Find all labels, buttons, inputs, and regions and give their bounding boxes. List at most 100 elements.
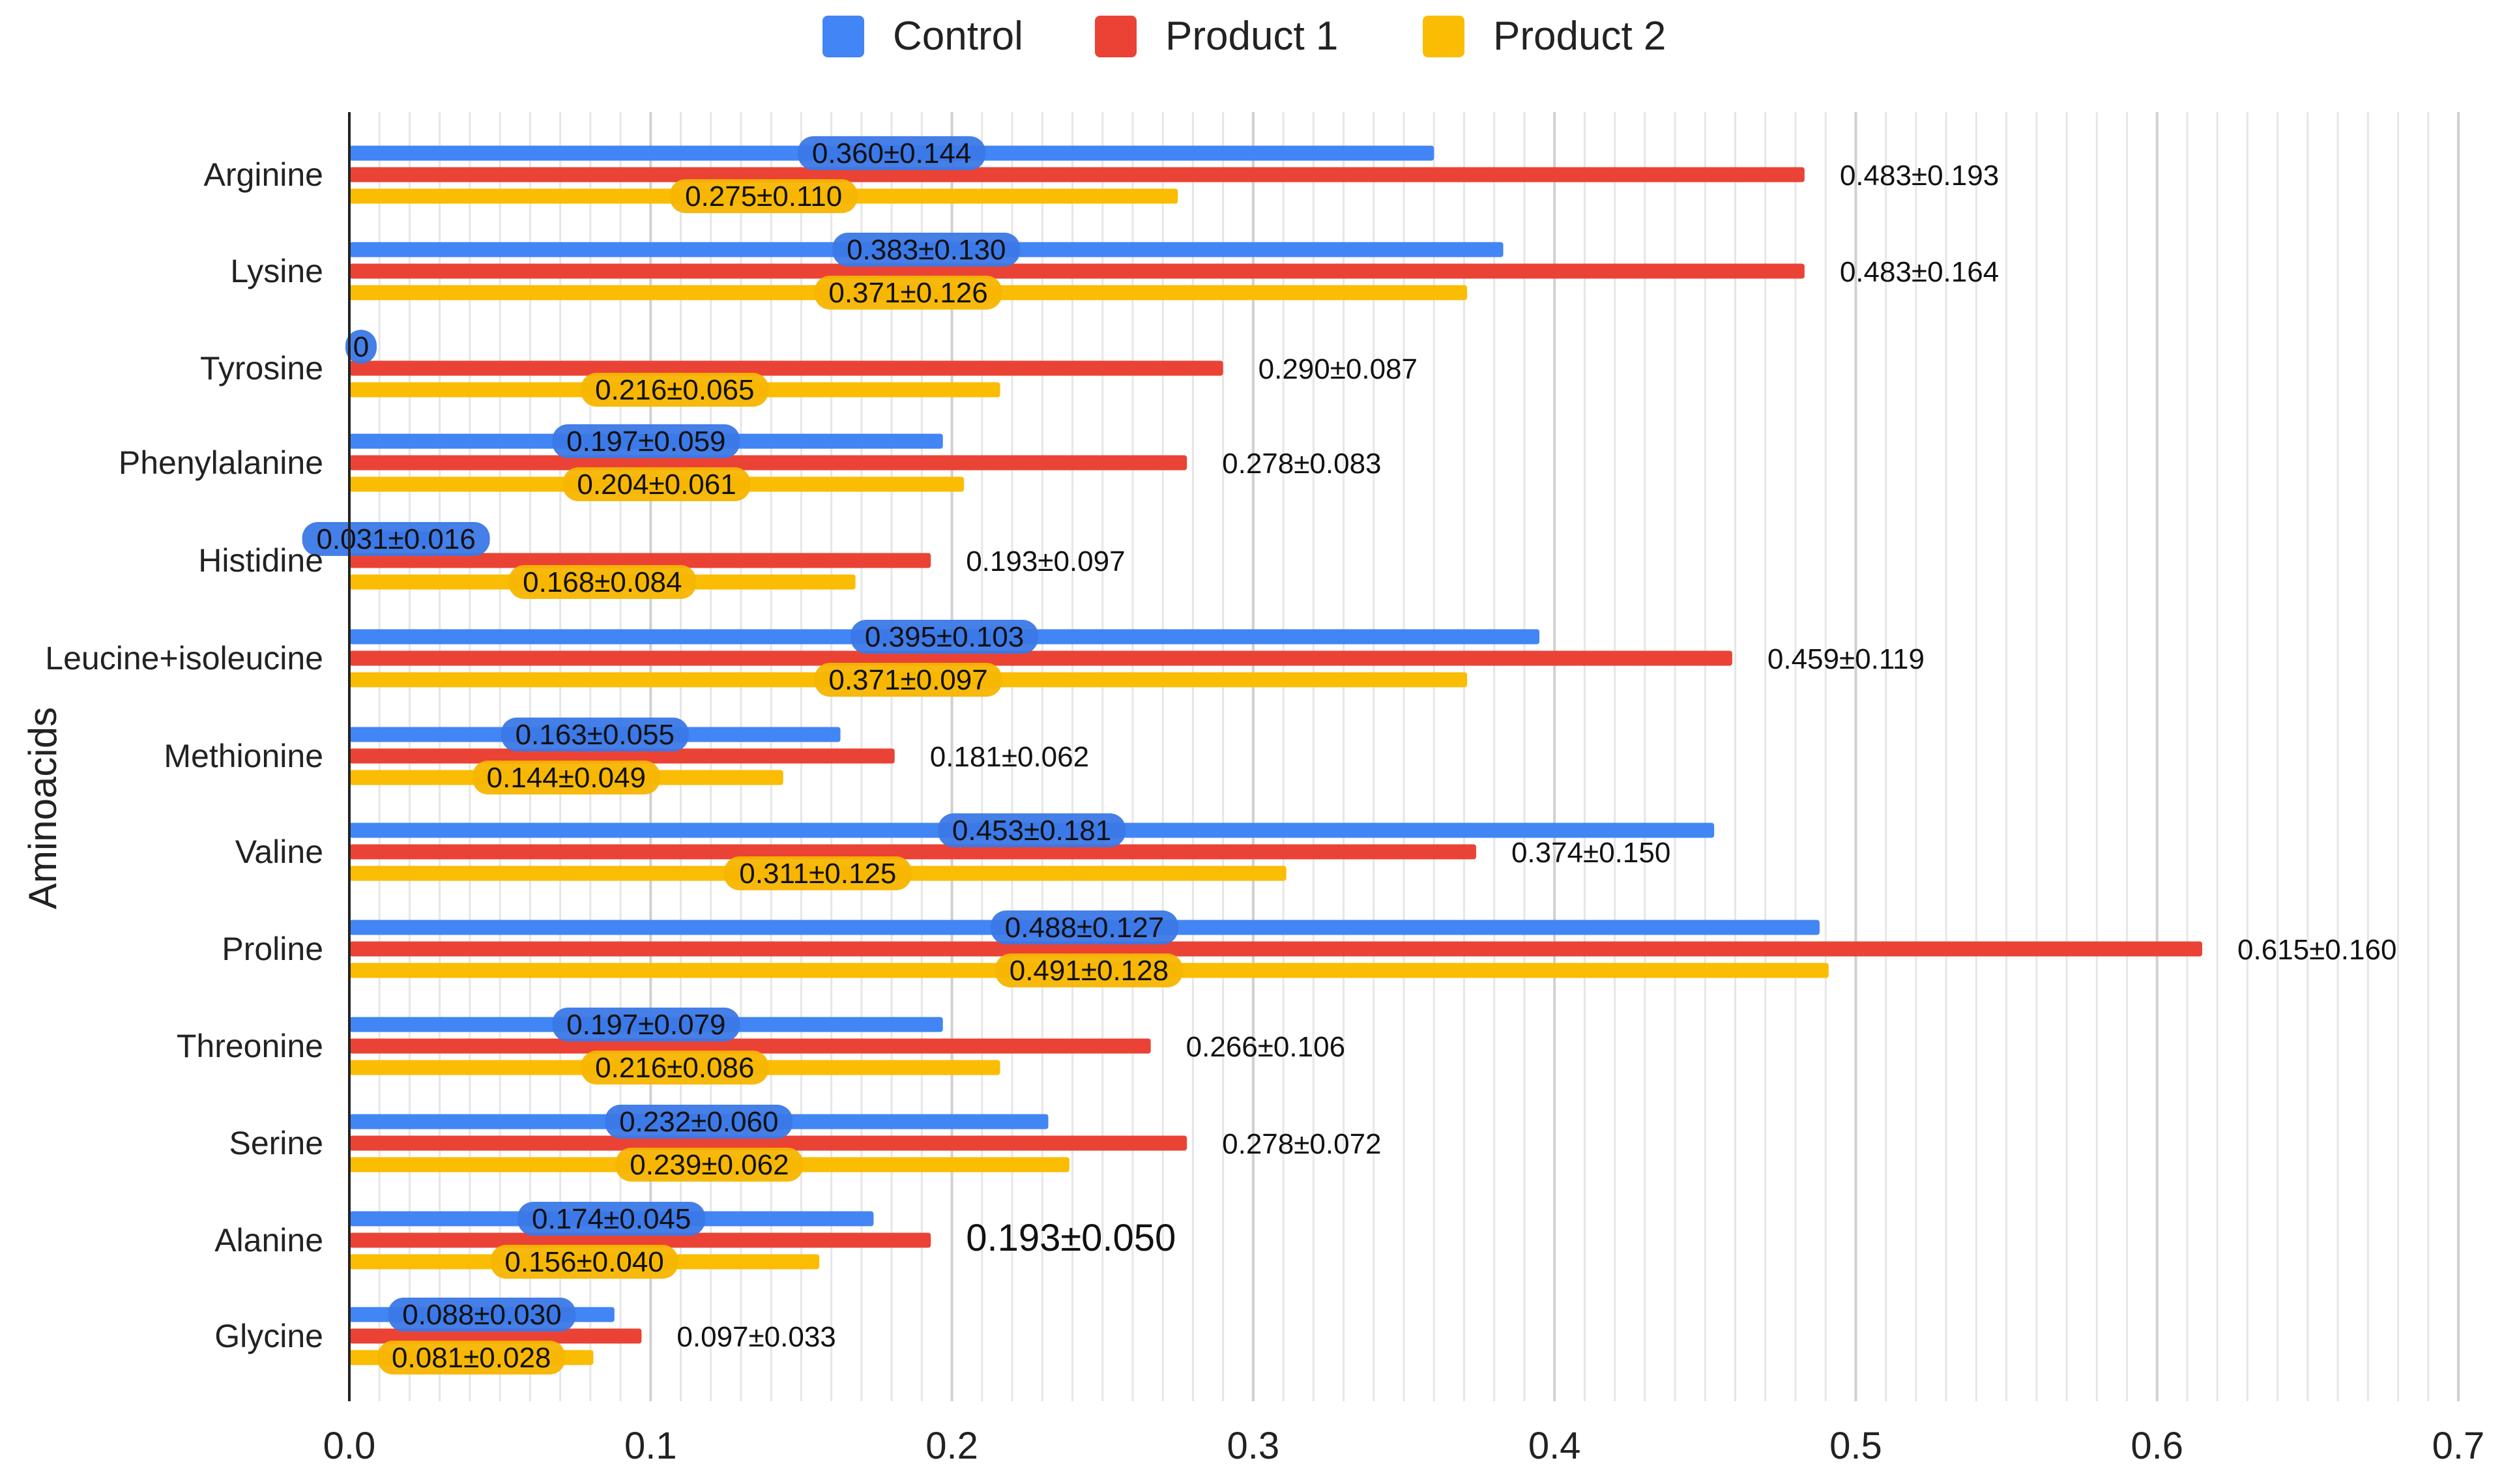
bars-layer <box>349 145 2203 1365</box>
data-label-pill <box>581 373 769 407</box>
data-label-control: 0.395±0.103 <box>865 621 1024 653</box>
data-label-product-2: 0.216±0.086 <box>595 1052 754 1084</box>
data-label-pill <box>517 1202 706 1236</box>
data-label-pill <box>562 467 751 501</box>
data-label-control: 0.088±0.030 <box>402 1299 561 1331</box>
legend-item-product-2[interactable]: Product 2 <box>1423 14 1666 59</box>
x-tick-label: 0.0 <box>323 1425 376 1467</box>
data-label-pill <box>798 136 986 170</box>
x-tick-label: 0.6 <box>2131 1425 2183 1467</box>
data-label-pill <box>814 663 1002 697</box>
bar-product-1-histidine <box>349 553 931 568</box>
data-label-control: 0.488±0.127 <box>1005 912 1164 944</box>
bar-product-1-methionine <box>349 748 895 764</box>
bar-product-1-arginine <box>349 167 1805 182</box>
legend-swatch <box>1095 16 1137 57</box>
data-label-pill <box>377 1341 566 1375</box>
data-label-control: 0.197±0.059 <box>566 426 725 458</box>
x-tick-label: 0.4 <box>1528 1425 1581 1467</box>
x-tick-label: 0.1 <box>624 1425 677 1467</box>
legend[interactable]: Control Product 1 Product 2 <box>822 14 1666 59</box>
category-label: Serine <box>229 1125 323 1161</box>
data-label-pill <box>723 856 912 890</box>
category-label: Histidine <box>198 542 323 579</box>
data-label-product-2: 0.371±0.126 <box>828 277 987 309</box>
bar-product-1-glycine <box>349 1328 642 1344</box>
data-label-product-1: 0.193±0.097 <box>966 546 1125 577</box>
data-label-pill <box>508 565 697 599</box>
category-label: Phenylalanine <box>119 444 323 481</box>
data-label-product-1: 0.615±0.160 <box>2237 934 2396 966</box>
data-label-product-1: 0.290±0.087 <box>1258 353 1418 385</box>
data-label-pill <box>472 761 660 794</box>
data-label-control: 0.360±0.144 <box>812 138 971 169</box>
category-label: Arginine <box>204 156 323 193</box>
bar-product-1-valine <box>349 844 1476 860</box>
data-label-control: 0.031±0.016 <box>316 523 475 555</box>
legend-item-control[interactable]: Control <box>822 14 1023 59</box>
x-tick-label: 0.7 <box>2432 1425 2485 1467</box>
data-label-pill <box>669 179 858 213</box>
data-label-control: 0.453±0.181 <box>952 815 1111 847</box>
data-label-product-2: 0.168±0.084 <box>523 566 682 598</box>
category-label: Threonine <box>177 1028 323 1064</box>
data-label-pill <box>552 1008 740 1041</box>
data-label-product-1: 0.483±0.164 <box>1840 256 1999 288</box>
data-labels-layer: 0.360±0.144 0.383±0.130 0 0.197±0.059 0.031±… <box>302 136 2396 1375</box>
data-label-pill <box>345 330 377 364</box>
bar-product-1-threonine <box>349 1038 1151 1054</box>
category-label: Tyrosine <box>200 350 323 386</box>
legend-item-product-1[interactable]: Product 1 <box>1095 14 1338 59</box>
data-label-product-2: 0.239±0.062 <box>630 1149 789 1181</box>
category-label: Valine <box>235 834 323 870</box>
data-label-control: 0.383±0.130 <box>847 234 1006 266</box>
category-label: Proline <box>222 931 323 967</box>
data-label-product-2: 0.204±0.061 <box>577 469 736 501</box>
data-label-control: 0.174±0.045 <box>532 1203 691 1235</box>
data-label-pill <box>552 424 740 458</box>
category-label: Alanine <box>214 1222 323 1258</box>
bar-product-1-serine <box>349 1135 1187 1151</box>
category-label: Glycine <box>214 1318 323 1354</box>
data-label-pill <box>388 1298 576 1331</box>
data-label-product-2: 0.081±0.028 <box>392 1342 551 1374</box>
data-label-pill <box>851 620 1039 654</box>
data-label-control: 0 <box>353 331 369 363</box>
data-label-product-2: 0.491±0.128 <box>1010 955 1169 987</box>
data-label-product-1: 0.374±0.150 <box>1511 837 1670 869</box>
data-label-product-1: 0.181±0.062 <box>930 741 1089 773</box>
data-label-pill <box>938 813 1126 847</box>
data-label-pill <box>995 953 1183 987</box>
data-label-product-1: 0.483±0.193 <box>1840 160 1999 192</box>
data-label-product-1: 0.278±0.083 <box>1222 448 1381 480</box>
category-label: Methionine <box>164 738 323 774</box>
data-label-product-2: 0.216±0.065 <box>595 374 754 406</box>
data-label-product-2: 0.311±0.125 <box>739 858 896 890</box>
data-label-product-1: 0.266±0.106 <box>1186 1031 1345 1063</box>
legend-swatch <box>822 16 864 57</box>
data-label-control: 0.232±0.060 <box>619 1106 778 1138</box>
data-label-product-1: 0.097±0.033 <box>677 1321 836 1353</box>
data-label-product-1: 0.193±0.050 <box>966 1217 1176 1259</box>
legend-swatch <box>1423 16 1464 57</box>
data-label-product-1: 0.278±0.072 <box>1222 1128 1381 1160</box>
bar-product-1-leucine-isoleucine <box>349 650 1732 666</box>
data-label-product-2: 0.371±0.097 <box>828 664 987 696</box>
data-label-control: 0.197±0.079 <box>566 1009 725 1041</box>
data-label-control: 0.163±0.055 <box>516 719 675 751</box>
data-label-pill <box>501 718 689 751</box>
data-label-pill <box>832 233 1021 267</box>
data-label-pill <box>814 276 1002 310</box>
bar-product-1-proline <box>349 941 2203 957</box>
data-label-product-2: 0.275±0.110 <box>685 181 842 212</box>
data-label-pill <box>581 1051 769 1084</box>
y-axis-title: Aminoacids <box>21 707 65 909</box>
legend-label: Product 2 <box>1493 14 1666 59</box>
data-label-pill <box>990 910 1178 944</box>
x-tick-label: 0.3 <box>1227 1425 1280 1467</box>
legend-label: Control <box>893 14 1023 59</box>
data-label-pill <box>490 1245 678 1279</box>
bar-product-1-phenylalanine <box>349 455 1187 471</box>
bar-product-1-alanine <box>349 1232 931 1248</box>
